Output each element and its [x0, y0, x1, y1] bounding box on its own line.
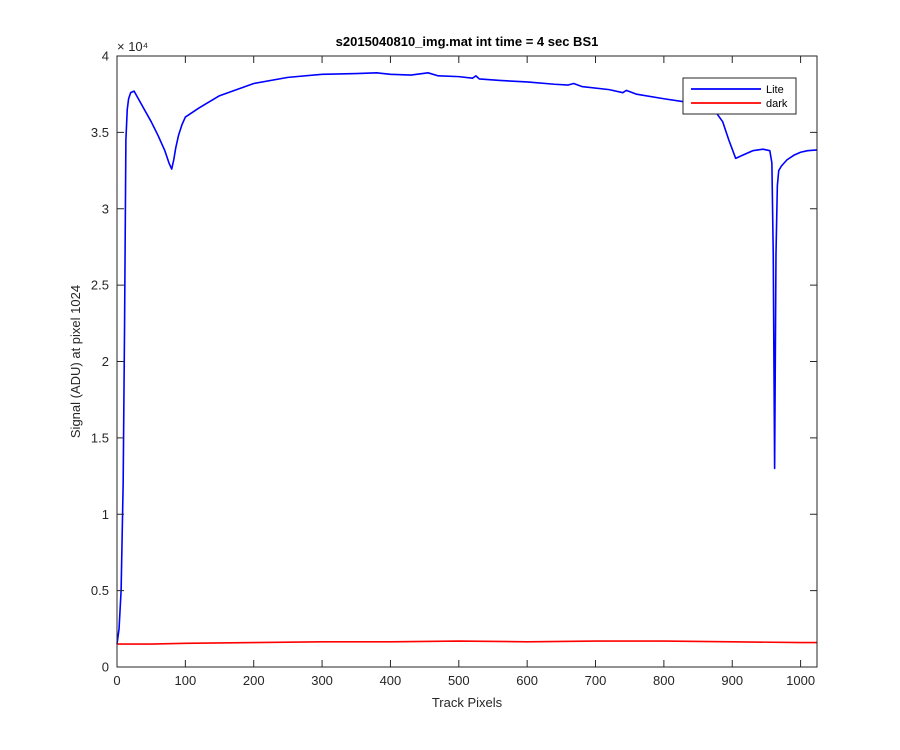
x-tick-label: 100 — [175, 673, 197, 688]
series-line-dark — [117, 640, 817, 645]
x-axis-label: Track Pixels — [432, 695, 503, 710]
y-tick-label: 4 — [102, 49, 109, 64]
x-tick-label: 1000 — [786, 673, 815, 688]
y-tick-label: 1 — [102, 507, 109, 522]
plot-area — [117, 56, 817, 667]
y-tick-label: 0 — [102, 660, 109, 675]
x-axis: 0 100 200 300 400 500 600 700 800 900 1000 — [113, 56, 815, 688]
x-tick-label: 200 — [243, 673, 265, 688]
x-tick-label: 400 — [380, 673, 402, 688]
x-tick-label: 300 — [311, 673, 333, 688]
series-layer — [116, 72, 818, 645]
x-tick-label: 800 — [653, 673, 675, 688]
y-tick-label: 0.5 — [91, 583, 109, 598]
y-tick-label: 3 — [102, 201, 109, 216]
y-tick-label: 2 — [102, 354, 109, 369]
y-axis-label: Signal (ADU) at pixel 1024 — [68, 285, 83, 438]
x-tick-label: 500 — [448, 673, 470, 688]
y-axis-exponent-label: × 10⁴ — [117, 39, 148, 54]
series-line-lite — [116, 72, 818, 645]
y-tick-label: 1.5 — [91, 430, 109, 445]
legend-box — [682, 77, 797, 115]
x-tick-label: 900 — [721, 673, 743, 688]
legend-label-lite: Lite — [766, 84, 784, 96]
legend: Lite dark — [682, 77, 797, 115]
chart-title: s2015040810_img.mat int time = 4 sec BS1 — [336, 34, 599, 49]
y-axis: 0 0.5 1 1.5 2 2.5 3 3.5 4 — [91, 49, 817, 675]
y-tick-label: 2.5 — [91, 278, 109, 293]
x-tick-label: 0 — [113, 673, 120, 688]
x-tick-label: 700 — [585, 673, 607, 688]
legend-label-dark: dark — [766, 98, 788, 110]
y-tick-label: 3.5 — [91, 125, 109, 140]
x-tick-label: 600 — [516, 673, 538, 688]
